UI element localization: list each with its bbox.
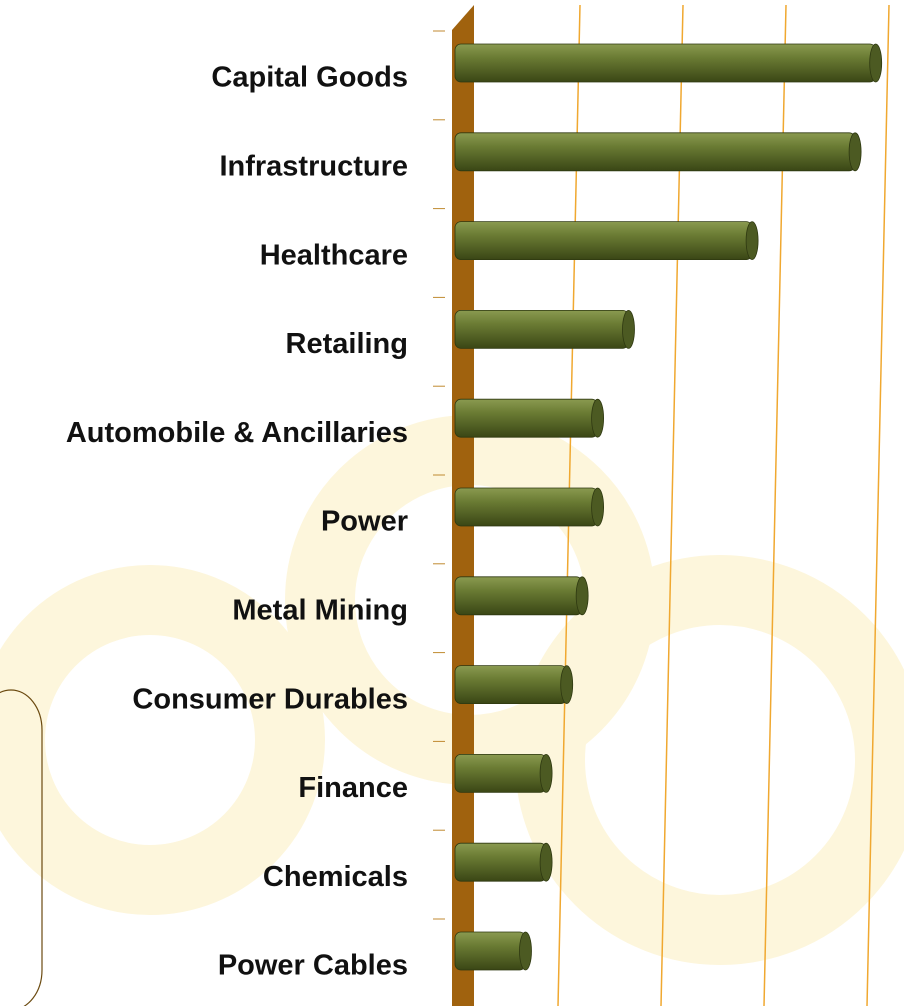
bar-cap bbox=[848, 132, 862, 172]
bar bbox=[454, 132, 856, 172]
bar-cap bbox=[539, 754, 553, 793]
bar bbox=[454, 43, 877, 83]
bar-group bbox=[454, 665, 574, 704]
bar bbox=[454, 754, 547, 793]
bar bbox=[454, 309, 629, 349]
bar bbox=[454, 665, 568, 704]
grid-line bbox=[660, 4, 684, 1006]
bar-cap bbox=[591, 398, 604, 438]
category-label: Chemicals bbox=[263, 861, 408, 893]
bar-cap bbox=[591, 487, 604, 527]
grid-line bbox=[763, 4, 787, 1006]
bar-group bbox=[454, 309, 635, 349]
category-label: Power Cables bbox=[218, 950, 408, 982]
bar-group bbox=[454, 132, 862, 172]
bar bbox=[454, 398, 599, 438]
bar-cap bbox=[560, 665, 574, 704]
category-label: Consumer Durables bbox=[132, 683, 408, 715]
bar-group bbox=[454, 754, 553, 793]
category-label: Healthcare bbox=[260, 239, 408, 271]
bar-cap bbox=[869, 43, 883, 83]
category-label: Finance bbox=[298, 772, 408, 804]
bar-cap bbox=[539, 842, 553, 882]
grid-line bbox=[866, 4, 890, 1006]
bar bbox=[454, 487, 599, 527]
category-label: Metal Mining bbox=[232, 594, 408, 626]
bar-cap bbox=[575, 576, 589, 616]
bar-group bbox=[454, 398, 604, 438]
bar-group bbox=[454, 43, 883, 83]
bar-cap bbox=[745, 221, 759, 261]
bar-group bbox=[454, 842, 553, 882]
bar-group bbox=[454, 931, 532, 971]
bar bbox=[454, 931, 526, 971]
bar-cap bbox=[519, 931, 532, 971]
category-label: Automobile & Ancillaries bbox=[66, 417, 408, 449]
plot-area: Capital Goods Infrastructure Healthcare Ret… bbox=[66, 4, 890, 1006]
bar bbox=[454, 576, 583, 616]
bar-group bbox=[454, 576, 589, 616]
category-label: Retailing bbox=[286, 328, 408, 360]
bar-group bbox=[454, 487, 604, 527]
bar-cap bbox=[622, 309, 635, 349]
category-label: Power bbox=[321, 506, 408, 538]
bar bbox=[454, 842, 547, 882]
frame-outline bbox=[0, 689, 43, 1006]
bar bbox=[454, 221, 753, 261]
bar-group bbox=[454, 221, 759, 261]
category-label: Capital Goods bbox=[211, 62, 408, 94]
category-label: Infrastructure bbox=[219, 150, 408, 182]
